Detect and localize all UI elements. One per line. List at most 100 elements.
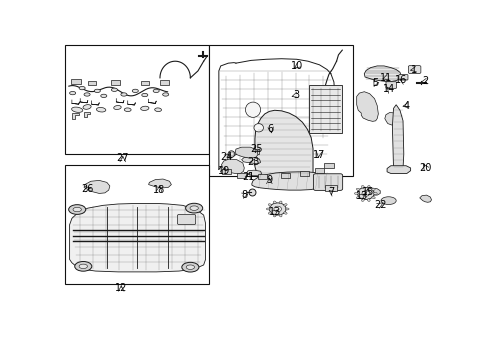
Text: 9: 9 [266,175,272,185]
Bar [315,168,324,174]
Polygon shape [221,159,245,174]
Ellipse shape [114,105,121,109]
Text: 1: 1 [412,64,417,75]
Text: 2: 2 [422,76,428,86]
Ellipse shape [72,107,83,112]
Ellipse shape [186,203,203,213]
Ellipse shape [284,204,287,206]
Bar [141,81,149,85]
Ellipse shape [75,261,92,271]
Polygon shape [255,110,313,182]
Ellipse shape [362,185,364,188]
Text: 23: 23 [247,157,259,167]
Bar [65,165,209,284]
Polygon shape [84,180,110,193]
Ellipse shape [141,106,149,111]
Ellipse shape [356,197,360,199]
Bar [71,79,81,84]
Text: 8: 8 [241,190,247,200]
Circle shape [362,191,369,196]
Bar [229,152,234,156]
Bar [237,173,246,177]
Ellipse shape [279,201,282,204]
Ellipse shape [153,89,159,93]
Bar [222,169,231,174]
FancyBboxPatch shape [177,215,196,225]
Ellipse shape [69,205,86,214]
Ellipse shape [182,262,199,272]
Text: 13: 13 [356,191,368,201]
Polygon shape [385,112,401,125]
Ellipse shape [94,89,100,93]
Polygon shape [242,157,261,164]
Ellipse shape [356,188,360,190]
Ellipse shape [245,102,261,117]
Ellipse shape [190,206,198,210]
Bar [325,185,337,191]
Text: 12: 12 [115,283,127,293]
Ellipse shape [83,105,91,109]
FancyBboxPatch shape [408,66,421,73]
Circle shape [270,203,286,215]
Ellipse shape [368,185,370,188]
Text: 3: 3 [293,90,299,100]
Polygon shape [420,195,432,202]
Polygon shape [72,113,79,118]
Ellipse shape [124,108,131,112]
Ellipse shape [79,264,87,269]
Ellipse shape [70,91,75,95]
Ellipse shape [269,212,272,214]
Circle shape [274,206,282,212]
Ellipse shape [372,197,375,199]
Polygon shape [235,147,258,158]
Text: 27: 27 [117,153,129,163]
Bar [253,149,259,154]
Polygon shape [252,172,330,190]
Ellipse shape [97,108,106,112]
Ellipse shape [273,214,276,217]
Text: 5: 5 [372,77,379,87]
FancyBboxPatch shape [399,75,408,80]
Bar [281,174,290,179]
Ellipse shape [354,193,358,194]
Polygon shape [364,188,380,195]
Polygon shape [84,112,90,117]
Polygon shape [364,66,401,81]
Ellipse shape [121,93,127,96]
Ellipse shape [186,265,195,269]
Polygon shape [357,92,378,121]
Text: 7: 7 [328,187,335,197]
Text: 20: 20 [419,163,432,173]
Ellipse shape [79,86,85,90]
Text: 4: 4 [404,100,410,111]
Circle shape [358,187,374,199]
Text: 21: 21 [242,172,254,182]
Bar [209,45,353,176]
Bar [160,80,169,85]
Ellipse shape [372,188,375,190]
Ellipse shape [73,207,81,212]
Ellipse shape [142,93,148,97]
Bar [111,80,120,85]
Ellipse shape [269,204,272,206]
Text: 18: 18 [153,185,165,195]
Text: 13: 13 [269,207,281,217]
Text: 25: 25 [250,144,263,154]
Text: 19: 19 [218,166,230,176]
Text: 24: 24 [220,152,233,162]
Text: 6: 6 [268,123,274,134]
Polygon shape [246,170,262,176]
FancyBboxPatch shape [314,174,343,190]
Ellipse shape [84,93,90,96]
Ellipse shape [111,88,118,91]
Polygon shape [387,166,411,174]
Ellipse shape [163,93,169,96]
Text: 14: 14 [383,84,395,94]
Polygon shape [148,179,172,188]
Ellipse shape [254,123,264,132]
Ellipse shape [228,151,235,157]
Polygon shape [392,105,404,171]
Text: 10: 10 [292,61,304,71]
Ellipse shape [273,201,276,204]
Text: 22: 22 [374,199,387,210]
